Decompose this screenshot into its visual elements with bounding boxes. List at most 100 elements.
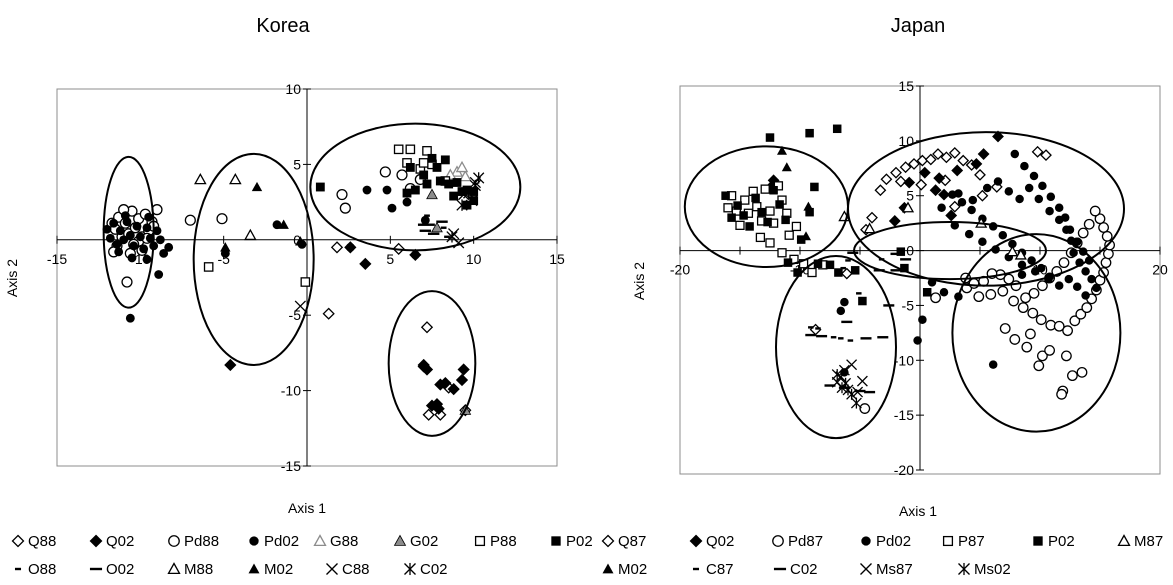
data-point xyxy=(950,221,960,230)
legend-label: M02 xyxy=(264,561,293,578)
legend-label: O88 xyxy=(28,561,56,578)
data-point xyxy=(880,173,893,186)
data-point xyxy=(387,203,397,213)
data-point xyxy=(1020,292,1031,304)
data-point xyxy=(300,277,311,287)
data-point xyxy=(109,218,119,228)
data-point xyxy=(315,182,325,192)
legend-marker xyxy=(1033,536,1043,546)
data-point xyxy=(1054,281,1064,290)
data-point xyxy=(102,224,112,234)
legend-item: Pd02 xyxy=(249,533,299,550)
data-point xyxy=(447,382,460,396)
data-point xyxy=(840,297,849,307)
data-point xyxy=(1065,225,1075,234)
data-point xyxy=(740,195,750,205)
data-point xyxy=(948,200,961,213)
legend-item: Q88 xyxy=(11,533,56,550)
data-point xyxy=(203,262,214,272)
legend-label: Ms02 xyxy=(974,561,1011,578)
legend-item: M88 xyxy=(167,561,213,578)
data-point xyxy=(973,291,985,303)
data-point xyxy=(105,233,115,243)
legend-item: Q02 xyxy=(689,533,734,550)
legend-marker xyxy=(167,562,181,575)
data-point xyxy=(781,162,792,172)
legend-marker xyxy=(89,534,103,548)
cluster-ellipse xyxy=(775,255,897,440)
data-point xyxy=(422,146,432,156)
data-point xyxy=(957,154,970,167)
data-point xyxy=(899,161,912,174)
data-point xyxy=(901,201,915,213)
legend-marker xyxy=(958,562,970,576)
data-point xyxy=(1009,334,1021,345)
data-point xyxy=(915,178,928,191)
data-point xyxy=(922,288,932,297)
data-point xyxy=(723,203,733,213)
data-point xyxy=(132,221,142,231)
legend-marker xyxy=(249,536,259,546)
data-point xyxy=(410,185,420,195)
data-point xyxy=(900,263,909,273)
data-point xyxy=(448,228,460,240)
data-point xyxy=(452,178,462,187)
legend-label: Pd88 xyxy=(184,533,219,550)
legend-label: O02 xyxy=(106,561,134,578)
data-point xyxy=(1010,149,1020,159)
data-point xyxy=(419,170,429,180)
legend-item: G88 xyxy=(313,533,358,550)
data-point xyxy=(1045,206,1054,216)
data-point xyxy=(1089,205,1101,217)
data-point xyxy=(1044,345,1055,356)
data-point xyxy=(1034,194,1044,204)
legend-label: P88 xyxy=(490,533,517,550)
data-point xyxy=(114,247,124,257)
data-point xyxy=(938,188,950,201)
legend-item: Ms87 xyxy=(860,561,913,578)
data-point xyxy=(456,199,468,211)
data-point xyxy=(982,183,992,193)
y-tick-label: 5 xyxy=(906,188,914,204)
data-point xyxy=(903,176,916,189)
data-point xyxy=(422,408,435,421)
data-point xyxy=(420,321,434,334)
data-point xyxy=(127,253,137,263)
series-P02 xyxy=(315,153,479,210)
data-point xyxy=(977,148,990,160)
series-O88 xyxy=(424,214,450,238)
data-point xyxy=(418,158,429,168)
y-tick-label: 0 xyxy=(293,232,301,248)
y-tick-label: -20 xyxy=(894,462,914,478)
data-point xyxy=(229,172,242,185)
data-point xyxy=(813,259,823,268)
data-point xyxy=(805,128,814,138)
series-Ms02 xyxy=(831,369,862,409)
data-point xyxy=(1087,274,1096,284)
y-tick-label: -15 xyxy=(281,458,301,474)
legend-marker xyxy=(313,534,327,547)
legend-label: Q87 xyxy=(618,533,646,550)
data-point xyxy=(422,179,432,189)
legend-label: Q02 xyxy=(106,533,134,550)
data-point xyxy=(1004,187,1014,196)
data-point xyxy=(850,266,860,275)
data-point xyxy=(469,187,479,196)
cluster-ellipse xyxy=(847,131,1125,287)
data-point xyxy=(339,202,351,214)
legend-marker xyxy=(404,562,416,576)
legend-label: M02 xyxy=(618,561,647,578)
legend-item: G02 xyxy=(393,533,438,550)
data-point xyxy=(410,250,420,260)
legend-label: M88 xyxy=(184,561,213,578)
series-Pd87 xyxy=(859,205,1115,414)
series-Q02 xyxy=(764,130,1004,227)
legend-label: C87 xyxy=(706,561,734,578)
data-point xyxy=(765,206,775,216)
data-point xyxy=(1081,291,1090,300)
legend-item: Pd87 xyxy=(772,533,823,550)
data-point xyxy=(1037,350,1048,362)
data-point xyxy=(430,398,444,411)
series-M88 xyxy=(194,172,257,241)
data-point xyxy=(908,157,920,170)
